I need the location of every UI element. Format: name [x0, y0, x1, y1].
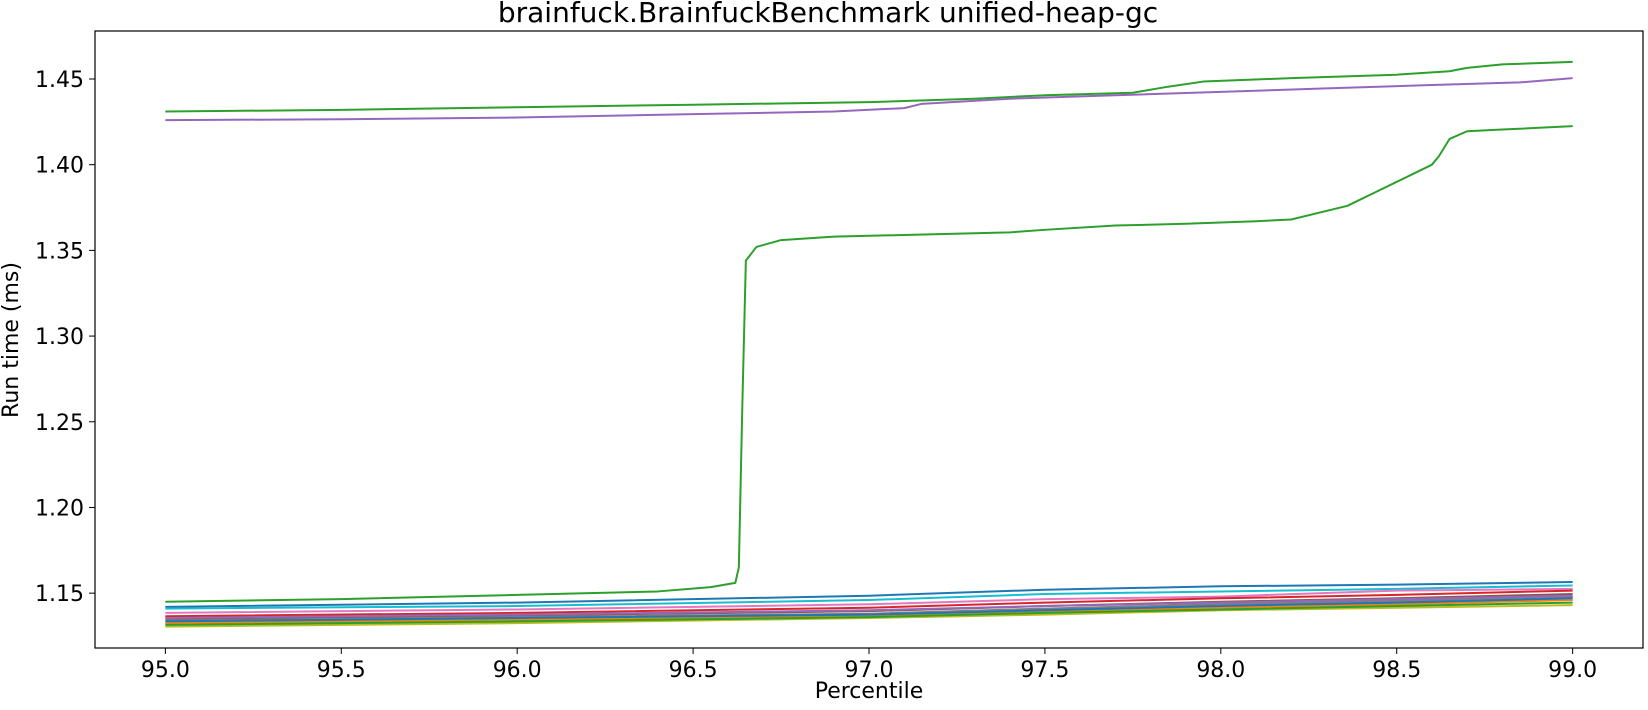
x-tick-label: 98.5	[1372, 658, 1421, 683]
y-axis-ticks: 1.15 1.20 1.25 1.30 1.35 1.40 1.45	[35, 68, 95, 607]
y-tick-label: 1.20	[35, 496, 84, 521]
x-tick-label: 98.0	[1196, 658, 1245, 683]
x-tick-label: 95.5	[317, 658, 366, 683]
x-tick-label: 99.0	[1548, 658, 1597, 683]
x-tick-label: 96.5	[669, 658, 718, 683]
series-line-1	[165, 60, 1573, 113]
series-layer	[165, 60, 1573, 628]
series-line-4	[165, 581, 1573, 608]
series-line-7	[165, 589, 1573, 618]
series-line-5	[165, 584, 1573, 610]
y-tick-label: 1.35	[35, 239, 84, 264]
plot-area	[94, 30, 1644, 649]
series-line-14	[165, 594, 1573, 620]
y-tick-label: 1.25	[35, 411, 84, 436]
x-axis-label: Percentile	[815, 679, 924, 704]
y-tick-label: 1.30	[35, 325, 84, 350]
series-line-12	[165, 604, 1573, 628]
series-line-6	[165, 587, 1573, 614]
y-tick-label: 1.40	[35, 154, 84, 179]
series-line-2	[165, 77, 1573, 122]
series-line-3	[165, 125, 1573, 603]
series-line-11	[165, 597, 1573, 623]
x-axis-ticks: 95.0 95.5 96.0 96.5 97.0 97.5 98.0 98.5 99.0	[141, 648, 1597, 683]
x-tick-label: 97.5	[1020, 658, 1069, 683]
y-tick-label: 1.45	[35, 68, 84, 93]
x-tick-label: 95.0	[141, 658, 190, 683]
x-tick-label: 96.0	[493, 658, 542, 683]
chart-title: brainfuck.BrainfuckBenchmark unified-hea…	[498, 0, 1158, 29]
series-line-13	[165, 601, 1573, 626]
x-tick-label: 97.0	[845, 658, 894, 683]
y-tick-label: 1.15	[35, 582, 84, 607]
y-axis-label: Run time (ms)	[0, 262, 24, 418]
